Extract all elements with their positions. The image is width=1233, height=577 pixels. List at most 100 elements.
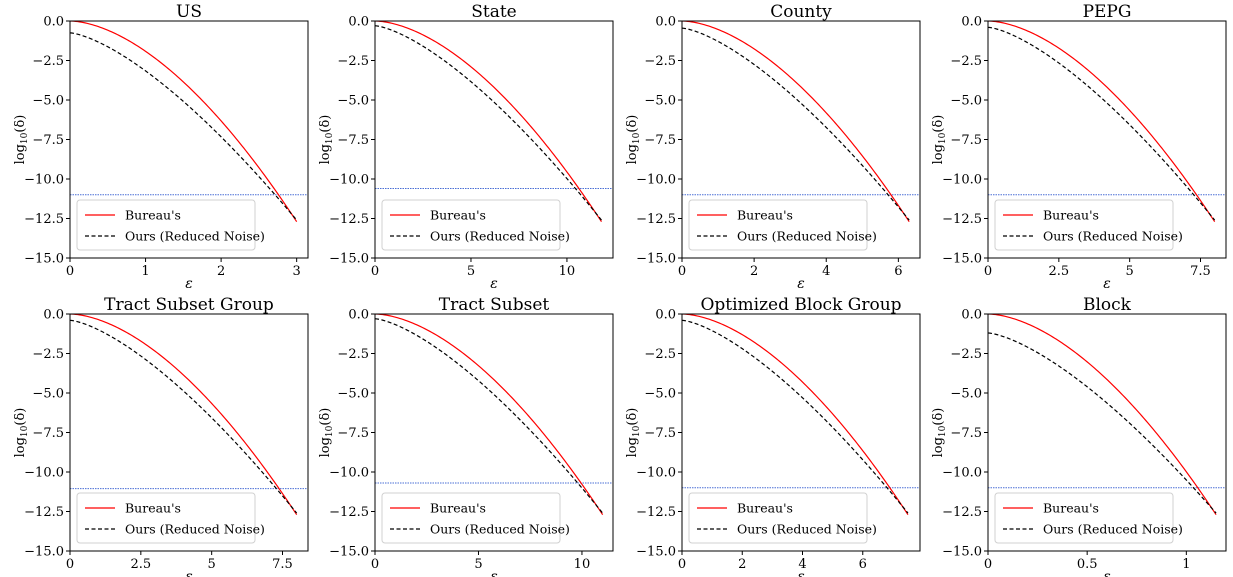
series-line-bureau (988, 314, 1217, 515)
series-line-ours (70, 32, 298, 221)
legend-label-ours: Ours (Reduced Noise) (1043, 229, 1183, 244)
x-tick-label: 10 (574, 557, 591, 572)
x-tick-label: 6 (894, 264, 902, 279)
y-tick-label: −15.0 (24, 545, 64, 560)
y-tick-label: 0.0 (348, 15, 369, 30)
series-line-ours (375, 25, 602, 221)
legend-label-ours: Ours (Reduced Noise) (125, 229, 265, 244)
series-line-bureau (375, 21, 602, 222)
y-tick-label: −5.0 (950, 94, 982, 109)
x-tick-label: 2 (738, 557, 746, 572)
series-line-ours (682, 319, 909, 514)
x-axis-label: ε (185, 276, 193, 292)
y-tick-label: −10.0 (636, 466, 676, 481)
x-tick-label: 0 (371, 264, 379, 279)
x-tick-label: 0 (371, 557, 379, 572)
x-tick-label: 4 (798, 557, 806, 572)
legend-label-ours: Ours (Reduced Noise) (125, 522, 265, 537)
legend-label-bureau: Bureau's (1043, 208, 1099, 223)
x-tick-label: 0 (66, 264, 74, 279)
y-tick-label: −2.5 (337, 54, 369, 69)
chart-title: Tract Subset Group (104, 295, 274, 315)
y-tick-label: −10.0 (329, 466, 369, 481)
x-tick-label: 2.5 (1048, 264, 1069, 279)
y-tick-label: 0.0 (348, 308, 369, 323)
series-line-bureau (70, 21, 298, 222)
y-tick-label: −10.0 (24, 173, 64, 188)
x-tick-label: 1 (1182, 557, 1190, 572)
legend-box (381, 199, 561, 251)
y-tick-label: −12.5 (942, 505, 982, 520)
legend-label-bureau: Bureau's (430, 208, 486, 223)
x-tick-label: 1 (141, 264, 149, 279)
x-axis-label: ε (1103, 569, 1111, 577)
y-tick-label: 0.0 (655, 308, 676, 323)
y-tick-label: −2.5 (337, 347, 369, 362)
y-tick-label: −10.0 (329, 173, 369, 188)
y-tick-label: −7.5 (32, 133, 64, 148)
y-tick-label: −15.0 (636, 545, 676, 560)
y-tick-label: −12.5 (942, 212, 982, 227)
x-tick-label: 5 (208, 557, 216, 572)
x-tick-label: 6 (859, 557, 867, 572)
y-tick-label: −5.0 (950, 387, 982, 402)
y-tick-label: −7.5 (950, 426, 982, 441)
y-tick-label: −10.0 (636, 173, 676, 188)
x-tick-label: 0.5 (1077, 557, 1098, 572)
series-line-ours (988, 332, 1217, 514)
x-tick-label: 0 (984, 557, 992, 572)
legend-label-bureau: Bureau's (125, 501, 181, 516)
legend-label-ours: Ours (Reduced Noise) (430, 522, 570, 537)
legend-label-bureau: Bureau's (1043, 501, 1099, 516)
legend-label-ours: Ours (Reduced Noise) (737, 522, 877, 537)
y-tick-label: −7.5 (337, 426, 369, 441)
legend-label-bureau: Bureau's (430, 501, 486, 516)
chart-title: State (471, 2, 517, 22)
chart-title: PEPG (1083, 2, 1132, 22)
y-tick-label: −2.5 (32, 54, 64, 69)
y-tick-label: −2.5 (644, 347, 676, 362)
y-tick-label: −12.5 (636, 505, 676, 520)
chart-title: US (176, 2, 202, 22)
y-tick-label: 0.0 (655, 15, 676, 30)
legend-box (381, 492, 561, 544)
chart-panel: 0.0 −2.5 −5.0 −7.5 −10.0 −12.5 −15.00 2 4 6 Optimi… (625, 295, 921, 577)
y-tick-label: −10.0 (942, 173, 982, 188)
x-tick-label: 5 (467, 264, 475, 279)
y-tick-label: −5.0 (337, 94, 369, 109)
y-tick-label: −5.0 (32, 94, 64, 109)
legend-box (994, 199, 1174, 251)
y-tick-label: −10.0 (24, 466, 64, 481)
legend-label-bureau: Bureau's (125, 208, 181, 223)
series-line-ours (375, 318, 604, 514)
chart-panel: 0.0 −2.5 −5.0 −7.5 −10.0 −12.5 −15.00 5 10 State ε… (318, 2, 614, 292)
y-axis-label: log10(δ) (318, 408, 335, 458)
chart-title: Block (1083, 295, 1132, 315)
x-tick-label: 2.5 (130, 557, 151, 572)
y-tick-label: −15.0 (329, 545, 369, 560)
y-tick-label: −15.0 (329, 252, 369, 267)
series-line-bureau (988, 21, 1216, 222)
y-tick-label: −7.5 (950, 133, 982, 148)
y-axis-label: log10(δ) (13, 115, 30, 165)
y-axis-label: log10(δ) (931, 115, 948, 165)
y-tick-label: −15.0 (942, 252, 982, 267)
y-tick-label: −12.5 (24, 212, 64, 227)
y-axis-label: log10(δ) (931, 408, 948, 458)
x-tick-label: 2 (750, 264, 758, 279)
series-line-bureau (682, 21, 910, 222)
x-tick-label: 3 (293, 264, 301, 279)
y-tick-label: −12.5 (329, 505, 369, 520)
y-tick-label: −15.0 (942, 545, 982, 560)
x-tick-label: 0 (66, 557, 74, 572)
series-line-ours (682, 27, 910, 221)
x-tick-label: 0 (678, 264, 686, 279)
x-tick-label: 4 (822, 264, 830, 279)
x-axis-label: ε (797, 276, 805, 292)
y-tick-label: 0.0 (961, 308, 982, 323)
x-tick-label: 2 (217, 264, 225, 279)
y-tick-label: −5.0 (644, 94, 676, 109)
x-axis-label: ε (490, 569, 498, 577)
y-tick-label: −12.5 (636, 212, 676, 227)
y-tick-label: −12.5 (329, 212, 369, 227)
